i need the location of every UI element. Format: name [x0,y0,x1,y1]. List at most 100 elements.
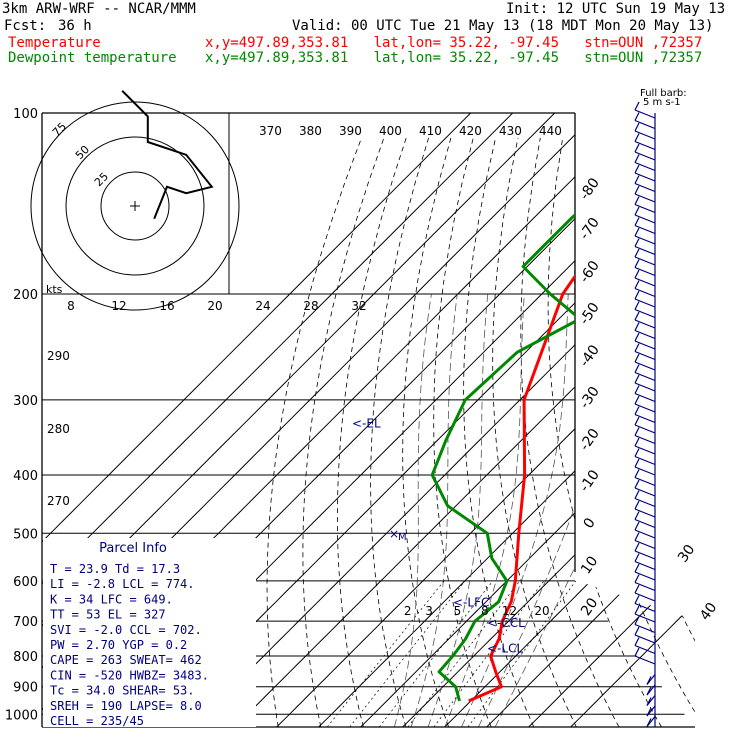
pressure-tick-label: 600 [13,575,38,590]
wind-barb-flag [634,574,640,583]
wind-barb-flag [634,542,640,552]
isentrope-label: 440 [539,124,562,138]
wind-barb [634,403,656,413]
dewpoint-location: x,y=497.89,353.81 lat,lon= 35.22, -97.45… [205,50,703,66]
wind-barb-flag [634,511,640,520]
wind-barb-flag [634,311,640,321]
wind-barb [634,382,656,392]
wind-barb-flag [634,332,640,342]
wind-barb-flag [634,248,640,258]
moist-adiabat-line [444,293,525,727]
wind-barb-flag [634,143,640,153]
isentrope-label: 410 [419,124,442,138]
wind-barb [634,623,656,634]
wind-barb-flag [646,718,652,727]
isentrope-label: 420 [459,124,482,138]
isotherm-line [360,113,695,727]
wind-barb [634,350,656,361]
wind-barb [634,224,656,235]
wind-barb [634,476,656,487]
wind-barb [634,340,656,350]
wind-speed-tick-label: 8 [67,299,75,313]
parcel-info-box [43,538,256,727]
isentrope-label: 380 [299,124,322,138]
pressure-tick-label: 900 [13,681,38,696]
wind-barb [634,424,656,434]
wind-barb [634,445,656,455]
dry-adiabat-line [599,137,695,727]
wind-barb-flag [634,605,640,615]
isentrope-side-label: 270 [47,494,70,508]
temperature-location: x,y=497.89,353.81 lat,lon= 35.22, -97.45… [205,35,703,51]
wind-barb-flag [634,395,640,405]
parcel-marker: × [389,527,399,541]
isotherm-label: -20 [577,426,603,454]
isentrope-label: 430 [499,124,522,138]
hodograph-trace [121,90,214,220]
isotherm-line [402,113,695,727]
wind-barb [634,581,656,592]
wind-barb [634,172,656,182]
wind-barbs [634,101,656,727]
wind-barb [634,256,656,266]
wind-barb-flag [634,269,640,279]
forecast-hour: 36 h [58,18,92,34]
dry-adiabat-line [266,137,362,727]
mixing-ratio-line [349,580,466,727]
wind-barb [634,571,656,581]
isotherm-line [570,113,695,727]
isotherm-label: -60 [577,258,603,286]
wind-barb [634,329,656,340]
wind-barb [634,392,656,403]
parcel-info-row: Tc = 34.0 SHEAR= 53. [50,684,195,698]
wind-barb-flag [634,626,640,636]
sounding-profiles [430,213,575,703]
wind-barb-flag [646,686,652,696]
wind-barb [634,130,656,140]
pressure-tick-label: 400 [13,469,38,484]
dry-adiabat-line [370,137,429,727]
wind-barb-flag [646,697,652,706]
pressure-tick-label: 1000 [5,708,38,723]
wind-barb-flag [634,448,640,457]
wind-barb-flag [634,469,640,478]
dry-adiabat-line [649,137,695,727]
wind-barb [634,655,656,665]
wind-barb [634,539,656,550]
isentrope-label: 370 [259,124,282,138]
wind-speed-tick-label: 12 [111,299,126,313]
wind-barb [634,602,656,613]
wind-barb [634,140,656,151]
wind-barb-flag [646,676,652,685]
dry-adiabat-line [302,137,385,727]
wind-barb [634,413,656,424]
wind-barb [634,287,656,298]
wind-barb-flag [634,479,640,489]
wind-barb [634,644,656,655]
wind-barb-flag [634,616,640,625]
temperature-legend: Temperature [8,35,101,51]
wind-barb-flag [634,521,640,531]
wind-barb [634,592,656,602]
wind-barb-flag [634,122,640,132]
wind-barb [634,214,656,224]
isotherm-label: -40 [577,342,603,370]
wind-barb [634,487,656,497]
wind-barb [634,634,656,644]
wind-barb-flag [634,427,640,436]
mixing-ratio-label: 5 [454,604,462,618]
isotherm-label: 10 [578,553,601,577]
dry-adiabat-line [492,137,577,727]
wind-barb-flag [634,406,640,415]
parcel-marker-label: M [398,532,407,543]
pressure-tick-label: 200 [13,288,38,303]
temperature-profile [468,273,575,703]
pressure-tick-label: 500 [13,527,38,542]
wind-barb [634,182,656,193]
wind-barb [634,161,656,172]
moist-adiabat-line [393,293,432,727]
isentrope-side-label: 280 [47,422,70,436]
mixing-ratio-line [379,580,494,727]
wind-barb [634,455,656,466]
